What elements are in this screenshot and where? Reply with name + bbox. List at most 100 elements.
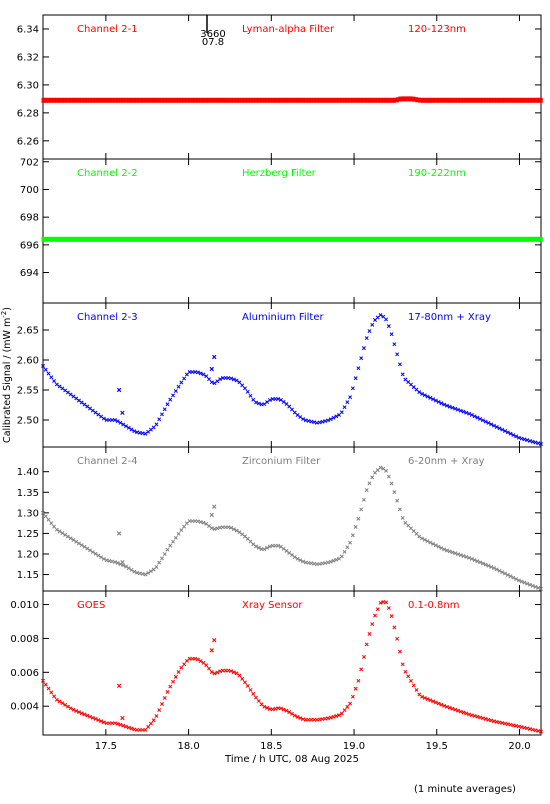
data-point [229,97,233,103]
data-point [348,236,352,242]
data-point [41,236,45,242]
data-point [132,429,137,434]
data-point [157,417,162,422]
data-point [422,393,427,398]
data-point [49,375,54,380]
data-point [188,236,192,242]
data-point [295,714,300,719]
data-point [517,236,521,242]
data-point [486,97,491,103]
data-point [431,236,435,242]
data-point [77,541,81,546]
data-point [320,419,325,424]
data-point [198,371,203,376]
data-point [492,423,496,428]
y-tick-label: 0.010 [10,600,39,611]
data-point [94,236,98,242]
data-point [262,547,267,552]
data-point [296,97,300,103]
data-point [127,236,131,242]
data-point [237,673,242,678]
series-points [41,465,543,591]
data-point [248,687,253,692]
data-point [201,372,206,377]
data-point [423,97,427,103]
data-point [65,390,70,395]
y-tick-label: 0.004 [10,702,39,713]
data-point [182,97,186,103]
x-tick-label: 17.5 [95,741,117,752]
data-point [389,332,394,337]
data-point [389,614,394,619]
data-point [539,236,543,242]
data-point [536,97,540,103]
data-point [339,554,344,559]
data-point [525,97,529,103]
outlier-point [209,648,214,653]
data-point [243,236,247,242]
data-point [350,694,355,699]
data-point [384,97,388,103]
data-point [444,403,449,408]
data-point [245,683,250,688]
data-point [126,425,131,430]
data-point [124,564,128,569]
data-point [445,236,449,242]
data-point [44,236,48,242]
data-point [475,236,480,242]
data-point [533,440,538,445]
data-point [146,571,151,575]
data-point [323,97,327,103]
y-axis-label-sup: -2 [0,311,8,318]
data-point [492,236,496,242]
data-point [182,236,186,242]
data-point [411,529,416,534]
data-point [281,400,286,404]
data-point [428,395,433,400]
data-point [254,695,258,700]
data-point [356,366,361,371]
outlier-point [116,387,122,393]
outlier-point [116,531,122,536]
x-tick-label: 19.5 [426,741,448,752]
data-point [478,560,483,565]
panel-1: 6.26 6.28 6.30 6.32 6.34 Channel 2-1 Lyman-alp… [17,14,543,160]
data-point [257,236,261,242]
data-point [138,236,142,242]
data-point [63,532,68,537]
data-point [400,662,405,667]
data-point [195,657,200,662]
data-point [328,417,333,422]
data-point [464,236,468,242]
data-point [121,723,126,728]
data-point [409,236,413,242]
data-point [329,236,333,242]
data-point [49,97,53,103]
data-point [271,236,275,242]
data-point [417,236,421,242]
data-point [135,97,139,103]
data-point [509,236,513,242]
data-point [475,97,480,103]
data-point [63,97,67,103]
data-point [99,97,103,103]
data-point [444,704,449,709]
data-point [143,431,148,436]
data-point [328,715,333,720]
data-point [83,236,87,242]
data-point [458,709,463,714]
data-point [105,236,109,242]
data-point [414,687,419,692]
data-point [101,416,106,421]
data-point [256,401,261,406]
data-point [265,705,270,710]
data-point [132,727,137,732]
y-tick-label: 1.40 [17,467,39,478]
data-point [262,704,267,709]
data-point [71,394,76,399]
data-point [298,716,303,721]
data-point [350,533,355,538]
data-point [444,548,449,553]
data-point [528,97,532,103]
data-point [168,236,172,242]
